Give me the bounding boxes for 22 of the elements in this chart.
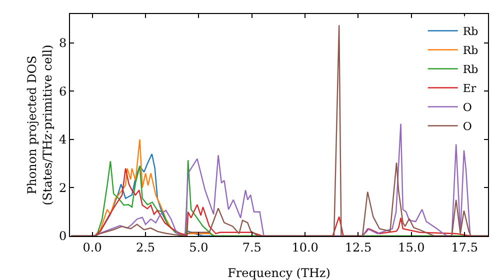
y-tick-label: 2: [58, 180, 67, 195]
x-tick-label: 7.5: [242, 240, 262, 254]
line-series: [70, 24, 488, 236]
legend-label: Rb: [462, 25, 478, 38]
legend-label: O: [462, 120, 472, 134]
y-tick-label: 6: [58, 84, 67, 98]
y-tick-label: 4: [58, 132, 67, 147]
legend-label: Rb: [462, 44, 478, 58]
x-tick-label: 12.5: [344, 240, 372, 254]
y-tick-label: 8: [58, 36, 67, 50]
legend-label: Rb: [462, 63, 478, 76]
x-tick-label: 2.5: [136, 240, 156, 254]
legend-label: Er: [462, 82, 477, 96]
legend-label: O: [462, 101, 472, 114]
x-axis-title: Frequency (THz): [228, 266, 330, 280]
x-tick-label: 17.5: [451, 240, 478, 254]
y-tick-label: 0: [58, 229, 67, 244]
x-tick-label: 15.0: [398, 240, 425, 254]
y-axis-title: Phonon projected DOS (States/THz·primitive cell): [25, 44, 55, 206]
x-tick-label: 0.0: [82, 240, 102, 254]
x-tick-label: 10.0: [292, 240, 318, 254]
x-tick-label: 5.0: [189, 240, 208, 254]
